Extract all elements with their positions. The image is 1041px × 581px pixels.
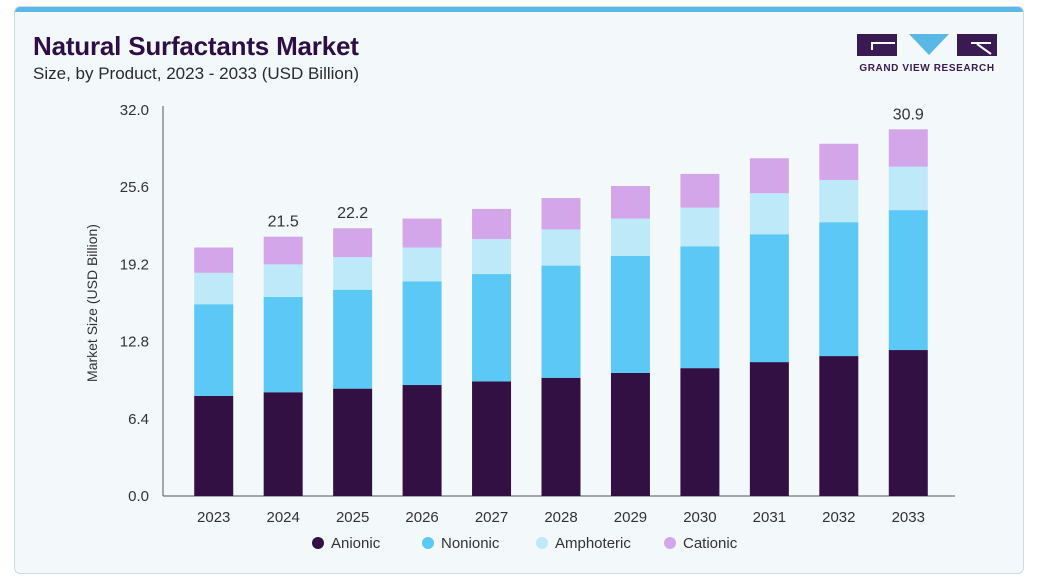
bar-cationic [402,218,442,248]
bar-amphoteric [402,247,442,282]
bar-amphoteric [333,257,373,290]
x-tick-label: 2031 [753,509,786,526]
y-axis-label: Market Size (USD Billion) [84,224,100,382]
chart-subtitle: Size, by Product, 2023 - 2033 (USD Billi… [33,64,359,83]
legend-marker [312,537,324,549]
x-tick-label: 2027 [475,509,508,526]
bar-amphoteric [680,207,720,247]
bar-cationic [610,185,650,219]
bar-cationic [749,158,789,194]
bar-anionic [472,381,512,496]
bar-anionic [749,362,789,496]
bar-cationic [333,228,373,258]
y-tick-label: 0.0 [128,488,149,505]
bar-anionic [819,356,859,496]
bar-anionic [263,392,303,496]
bar-amphoteric [472,239,512,275]
x-tick-label: 2025 [336,509,369,526]
bar-amphoteric [749,193,789,235]
bar-cationic [541,198,581,230]
bar-nonionic [680,246,720,369]
bar-nonionic [888,210,928,351]
bar-cationic [194,247,234,273]
legend-label: Anionic [331,535,381,552]
chart-title: Natural Surfactants Market [33,31,359,61]
legend-label: Amphoteric [555,535,631,552]
bar-anionic [194,395,234,496]
bar-cationic [888,129,928,167]
bar-anionic [541,377,581,496]
x-tick-label: 2026 [405,509,438,526]
bar-amphoteric [263,264,303,297]
logo-text: GRAND VIEW RESEARCH [859,63,995,74]
y-tick-label: 25.6 [120,179,149,196]
bar-nonionic [610,255,650,373]
gvr-logo-icon [857,34,997,56]
bar-amphoteric [610,218,650,256]
bar-nonionic [541,265,581,378]
data-label: 30.9 [893,106,924,123]
bar-cationic [472,208,512,240]
legend-marker [536,537,548,549]
bar-cationic [680,173,720,208]
bar-nonionic [402,281,442,386]
bar-nonionic [472,274,512,382]
bar-anionic [333,388,373,496]
x-tick-label: 2023 [197,509,230,526]
bar-anionic [402,385,442,496]
legend-label: Cationic [683,535,738,552]
accent-bar [15,7,1023,12]
bar-anionic [888,350,928,496]
stacked-bar-chart: 0.0 6.4 12.8 19.2 25.6 32.0 Market Size (USD B… [84,102,955,552]
y-tick-label: 19.2 [120,256,149,273]
chart-card: Natural Surfactants Market Size, by Prod… [14,6,1024,574]
x-tick-label: 2029 [614,509,647,526]
bar-anionic [610,372,650,496]
x-tick-label: 2030 [683,509,716,526]
data-label: 22.2 [337,205,368,222]
bar-anionic [680,368,720,496]
bar-amphoteric [194,272,234,305]
data-label: 21.5 [268,214,299,231]
legend-label: Nonionic [441,535,500,552]
x-tick-label: 2028 [544,509,577,526]
legend-marker [664,537,676,549]
bar-cationic [819,143,859,180]
bar-nonionic [333,289,373,389]
y-tick-label: 12.8 [120,334,149,351]
bar-nonionic [263,296,303,393]
x-tick-label: 2033 [892,509,925,526]
y-tick-label: 32.0 [120,102,149,119]
bar-nonionic [749,234,789,363]
bar-amphoteric [888,166,928,211]
x-tick-label: 2024 [266,509,299,526]
bar-amphoteric [819,179,859,223]
x-tick-label: 2032 [822,509,855,526]
legend-marker [422,537,434,549]
y-tick-label: 6.4 [128,411,149,428]
bar-nonionic [194,304,234,396]
bar-nonionic [819,222,859,357]
bar-amphoteric [541,229,581,266]
bar-cationic [263,236,303,265]
